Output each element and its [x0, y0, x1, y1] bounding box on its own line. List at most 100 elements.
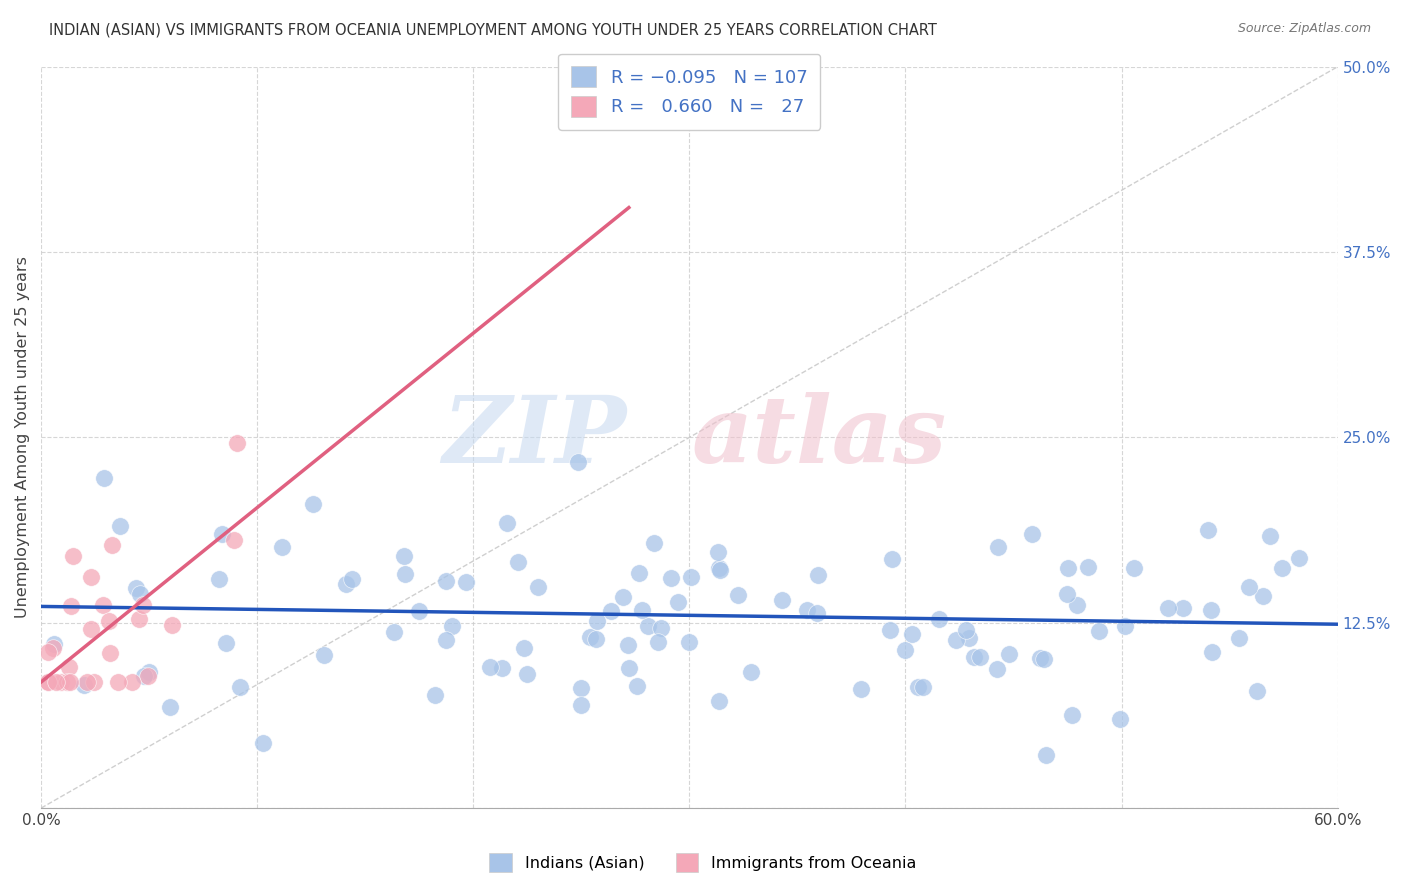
Point [1197, 524, 1219, 538]
Point [59, 675, 82, 690]
Point [423, 688, 446, 702]
Point [37, 645, 59, 659]
Point [312, 648, 335, 663]
Point [1271, 561, 1294, 575]
Point [911, 680, 934, 694]
Point [62, 549, 84, 563]
Point [945, 633, 967, 648]
Point [579, 630, 602, 644]
Point [271, 540, 294, 554]
Point [1114, 619, 1136, 633]
Point [226, 436, 249, 450]
Point [83, 675, 105, 690]
Point [997, 648, 1019, 662]
Point [849, 682, 872, 697]
Point [643, 536, 665, 550]
Point [1066, 598, 1088, 612]
Point [1077, 560, 1099, 574]
Point [478, 660, 501, 674]
Point [678, 635, 700, 649]
Point [45, 675, 67, 690]
Point [513, 641, 536, 656]
Point [907, 681, 929, 695]
Point [441, 619, 464, 633]
Point [392, 549, 415, 564]
Point [1109, 712, 1132, 726]
Point [335, 577, 357, 591]
Point [108, 519, 131, 533]
Point [617, 638, 640, 652]
Point [628, 566, 651, 580]
Point [1029, 651, 1052, 665]
Point [806, 567, 828, 582]
Point [901, 627, 924, 641]
Point [707, 545, 730, 559]
Point [252, 736, 274, 750]
Point [1122, 561, 1144, 575]
Point [626, 679, 648, 693]
Point [585, 632, 607, 647]
Point [98, 646, 121, 660]
Point [215, 636, 238, 650]
Point [454, 574, 477, 589]
Point [1201, 644, 1223, 658]
Text: INDIAN (ASIAN) VS IMMIGRANTS FROM OCEANIA UNEMPLOYMENT AMONG YOUTH UNDER 25 YEAR: INDIAN (ASIAN) VS IMMIGRANTS FROM OCEANI… [49, 22, 936, 37]
Point [73, 678, 96, 692]
Point [59, 599, 82, 613]
Point [1258, 529, 1281, 543]
Point [302, 497, 325, 511]
Point [650, 621, 672, 635]
Point [1033, 652, 1056, 666]
Point [986, 662, 1008, 676]
Point [1021, 527, 1043, 541]
Point [586, 614, 609, 628]
Text: atlas: atlas [692, 392, 946, 483]
Point [125, 581, 148, 595]
Point [647, 635, 669, 649]
Point [969, 650, 991, 665]
Point [211, 526, 233, 541]
Point [957, 631, 980, 645]
Point [1171, 600, 1194, 615]
Point [80, 622, 103, 636]
Point [224, 533, 246, 548]
Point [58, 660, 80, 674]
Point [37, 675, 59, 690]
Point [727, 588, 749, 602]
Point [1035, 748, 1057, 763]
Point [631, 603, 654, 617]
Point [41, 640, 63, 655]
Point [93, 471, 115, 485]
Point [98, 614, 121, 628]
Point [42, 637, 65, 651]
Point [1251, 589, 1274, 603]
Point [208, 572, 231, 586]
Point [659, 571, 682, 585]
Point [567, 455, 589, 469]
Point [382, 624, 405, 639]
Point [107, 675, 129, 690]
Point [159, 699, 181, 714]
Point [91, 598, 114, 612]
Point [740, 665, 762, 679]
Point [56, 675, 79, 690]
Point [612, 591, 634, 605]
Point [491, 661, 513, 675]
Point [796, 603, 818, 617]
Point [928, 612, 950, 626]
Point [160, 618, 183, 632]
Point [76, 675, 98, 690]
Point [101, 538, 124, 552]
Point [679, 570, 702, 584]
Point [1056, 587, 1078, 601]
Point [955, 623, 977, 637]
Point [1288, 551, 1310, 566]
Point [121, 675, 143, 690]
Text: Source: ZipAtlas.com: Source: ZipAtlas.com [1237, 22, 1371, 36]
Point [132, 668, 155, 682]
Point [806, 606, 828, 620]
Point [709, 563, 731, 577]
Point [496, 516, 519, 531]
Point [709, 560, 731, 574]
Point [569, 698, 592, 712]
